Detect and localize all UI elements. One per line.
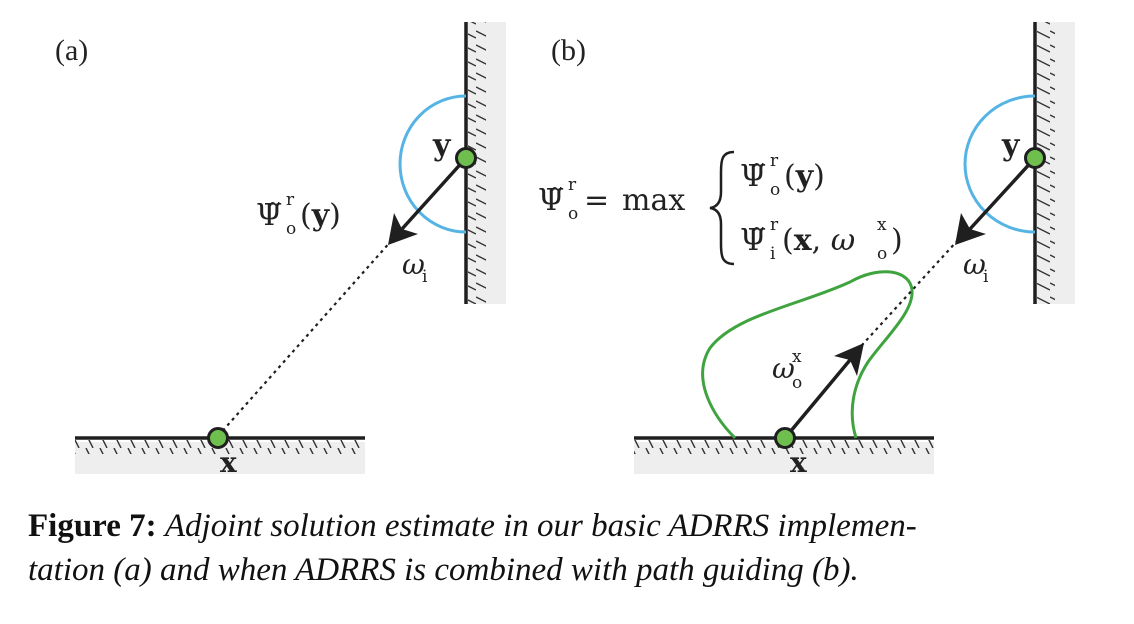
point-y-b: [1024, 147, 1046, 169]
panel-a-label: (a): [55, 34, 88, 67]
label-omega-o-x-b: ω x o: [772, 347, 802, 393]
svg-text:Ψ̃: Ψ̃: [256, 198, 282, 233]
label-y-b: y: [1001, 128, 1021, 163]
svg-text:(x, ω: (x, ω: [782, 223, 855, 258]
direction-arrow-in-b: [968, 156, 1037, 231]
svg-text:x: x: [792, 347, 802, 367]
panel-a: (a) y x Ψ̃ r o (y): [55, 22, 506, 479]
label-y-a: y: [432, 128, 452, 163]
label-x-b: x: [790, 446, 807, 479]
arrowhead-out-b: [834, 343, 864, 376]
caption-line-2: tation (a) and when ADRRS is combined wi…: [28, 548, 1118, 592]
svg-text:ω: ω: [963, 248, 986, 281]
svg-text:(y): (y): [784, 159, 825, 194]
svg-text:ω: ω: [402, 248, 425, 281]
label-psi-a: Ψ̃ r o (y): [256, 190, 341, 239]
direction-arrow-a: [400, 156, 468, 231]
point-x-a: [207, 427, 229, 449]
caption-text-1: Adjoint solution estimate in our basic A…: [164, 508, 917, 544]
label-omega-i-b: ω i: [963, 248, 989, 287]
curly-brace: [709, 150, 735, 266]
equation-max: Ψ̃ r o = max Ψ̃ r o (y) Ψ̃ r i (x, ω x o…: [538, 150, 903, 266]
svg-text:Ψ̃: Ψ̃: [538, 183, 564, 218]
svg-text:Ψ̃: Ψ̃: [740, 223, 766, 258]
svg-text:Ψ̃: Ψ̃: [740, 159, 766, 194]
svg-text:(y): (y): [300, 198, 341, 233]
dotted-ray-b: [851, 239, 959, 357]
svg-text:o: o: [568, 204, 578, 224]
svg-text:o: o: [770, 180, 780, 200]
dotted-ray-a: [217, 239, 393, 437]
svg-text:=: =: [584, 183, 609, 218]
svg-text:max: max: [622, 183, 685, 218]
svg-text:o: o: [792, 373, 802, 393]
svg-text:o: o: [286, 219, 296, 239]
svg-text:r: r: [770, 215, 779, 235]
guiding-lobe-b: [701, 270, 914, 440]
point-y-a: [455, 147, 477, 169]
caption-line-1: Figure 7: Adjoint solution estimate in o…: [28, 504, 1118, 548]
figure-diagram: (a) y x Ψ̃ r o (y): [55, 22, 1075, 479]
panel-b: (b) y x ω i: [538, 22, 1075, 479]
svg-text:r: r: [568, 175, 577, 195]
bsdf-lobe-a: [398, 94, 467, 234]
svg-text:i: i: [770, 244, 776, 264]
svg-text:i: i: [983, 267, 989, 287]
point-x-b: [774, 427, 796, 449]
arrowhead-a: [388, 213, 418, 245]
svg-text:): ): [891, 223, 903, 258]
label-x-a: x: [220, 446, 237, 479]
figure-caption: Figure 7: Adjoint solution estimate in o…: [28, 504, 1118, 592]
svg-text:x: x: [877, 215, 887, 235]
svg-text:o: o: [877, 244, 887, 264]
svg-text:r: r: [286, 190, 295, 210]
svg-text:ω: ω: [772, 352, 795, 385]
panel-b-label: (b): [551, 34, 586, 67]
label-omega-i-a: ω i: [402, 248, 428, 287]
svg-text:r: r: [770, 151, 779, 171]
svg-text:i: i: [422, 267, 428, 287]
direction-arrow-out-b: [783, 358, 852, 440]
bsdf-lobe-b: [963, 94, 1036, 234]
arrowhead-in-b: [955, 213, 986, 245]
caption-lead: Figure 7:: [28, 508, 157, 544]
caption-text-2: tation (a) and when ADRRS is combined wi…: [28, 552, 859, 588]
